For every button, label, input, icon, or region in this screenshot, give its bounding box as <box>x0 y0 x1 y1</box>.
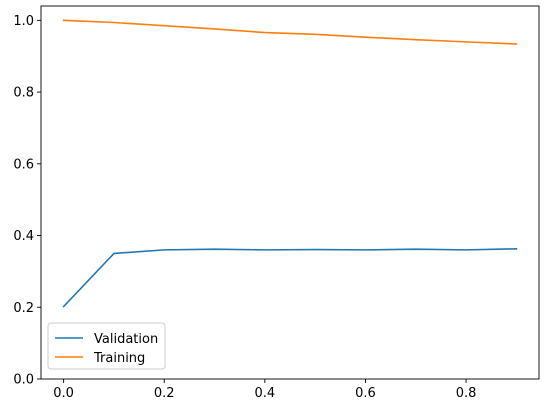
y-tick-label: 0.4 <box>13 229 34 244</box>
series-line-validation <box>62 247 518 308</box>
y-tick-label: 0.6 <box>13 157 34 172</box>
y-tick-label: 1.0 <box>13 14 34 29</box>
series-line-training <box>62 19 518 45</box>
plot-background <box>41 6 539 379</box>
y-tick-label: 0.8 <box>13 86 34 101</box>
axes-frame <box>40 5 540 380</box>
legend-label-training: Training <box>93 351 145 366</box>
plot-area <box>41 6 539 379</box>
x-tick-label: 0.2 <box>154 386 175 401</box>
series-layer <box>62 19 518 308</box>
axes-layer: 0.0 0.2 0.4 0.6 0.8 0.0 0.2 0.4 0.6 0.8 1.0 <box>13 5 540 401</box>
x-tick-label: 0.6 <box>355 386 376 401</box>
y-tick-label: 0.0 <box>13 373 34 388</box>
legend-label-validation: Validation <box>94 332 158 347</box>
x-tick-label: 0.0 <box>53 386 74 401</box>
x-tick-label: 0.8 <box>456 386 477 401</box>
y-tick-label: 0.2 <box>13 301 34 316</box>
legend: Validation Training <box>47 322 166 370</box>
x-tick-label: 0.4 <box>255 386 276 401</box>
